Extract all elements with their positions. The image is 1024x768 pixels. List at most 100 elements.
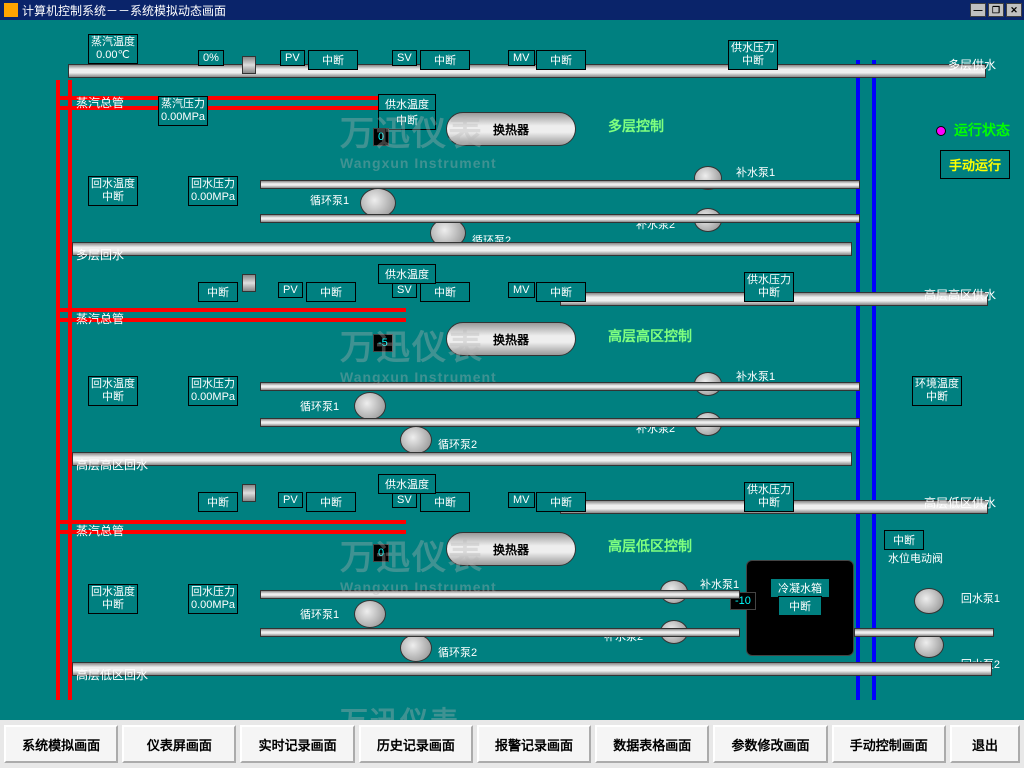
circ-pump-1-hh — [354, 392, 386, 420]
tag-sv-val: 中断 — [420, 50, 470, 70]
maximize-button[interactable]: ❐ — [988, 3, 1004, 17]
label-highhigh-return: 高层高区回水 — [76, 456, 148, 473]
pipe-red — [68, 80, 72, 700]
tag-sv-lbl: SV — [392, 492, 417, 508]
pump-label: 循环泵1 — [300, 398, 339, 414]
numeric-display: -5 — [373, 334, 393, 352]
run-status: 运行状态 — [936, 120, 1010, 140]
tag-return-temp: 回水温度 中断 — [88, 376, 138, 406]
tag-return-press: 回水压力 0.00MPa — [188, 584, 238, 614]
pump-label: 补水泵1 — [736, 164, 775, 180]
tag-mv-lbl: MV — [508, 492, 535, 508]
tag-sv-lbl: SV — [392, 282, 417, 298]
pipe-red — [56, 80, 60, 700]
btn-realtime-log[interactable]: 实时记录画面 — [240, 725, 354, 763]
valve — [242, 56, 256, 74]
valve — [242, 484, 256, 502]
watermark: 万迅仪表Wangxun Instrument — [340, 700, 497, 720]
tag-supply-temp-lbl: 供水温度 — [378, 264, 436, 284]
btn-system-sim[interactable]: 系统模拟画面 — [4, 725, 118, 763]
app-icon — [4, 3, 18, 17]
pipe-blue — [856, 60, 860, 700]
section-highhigh: 高层高区控制 — [608, 326, 692, 346]
pump-label: 循环泵2 — [438, 644, 477, 660]
tag-level-interrupt: 中断 — [884, 530, 924, 550]
pipe-thin — [260, 590, 740, 599]
tag-mv-val: 中断 — [536, 282, 586, 302]
heat-exchanger-multi: 换热器 — [446, 112, 576, 146]
scada-canvas: 蒸汽温度 0.00℃ 0% PV 中断 SV 中断 MV 中断 供水压力 中断 … — [0, 20, 1024, 720]
minimize-button[interactable]: — — [970, 3, 986, 17]
pipe-thin — [854, 628, 994, 637]
pipe-thin — [260, 628, 740, 637]
label-multi-supply: 多层供水 — [948, 56, 996, 73]
btn-exit[interactable]: 退出 — [950, 725, 1020, 763]
label-highhigh-supply: 高层高区供水 — [924, 286, 996, 303]
tag-supply-press: 供水压力 中断 — [744, 482, 794, 512]
tag-pv-val: 中断 — [306, 492, 356, 512]
tag-steam-press: 蒸汽压力 0.00MPa — [158, 96, 208, 126]
tag-percent: 0% — [198, 50, 224, 66]
label-multi-return: 多层回水 — [76, 246, 124, 263]
heat-exchanger-highhigh: 换热器 — [446, 322, 576, 356]
tag-pv-lbl: PV — [278, 492, 303, 508]
tag-return-press: 回水压力 0.00MPa — [188, 376, 238, 406]
tag-sv-val: 中断 — [420, 282, 470, 302]
pipe-thin — [260, 180, 860, 189]
tag-sv-lbl: SV — [392, 50, 417, 66]
tag-return-press: 回水压力 0.00MPa — [188, 176, 238, 206]
btn-manual-ctrl[interactable]: 手动控制画面 — [832, 725, 946, 763]
valve — [242, 274, 256, 292]
pipe-return-highhigh — [72, 452, 852, 466]
return-pump-1 — [914, 588, 944, 614]
pipe-supply-multi — [68, 64, 986, 78]
heat-exchanger-highlow: 换热器 — [446, 532, 576, 566]
tag-mv-lbl: MV — [508, 50, 535, 66]
titlebar: 计算机控制系统－－系统模拟动态画面 — ❐ ✕ — [0, 0, 1024, 20]
tag-mv-lbl: MV — [508, 282, 535, 298]
tag-supply-press: 供水压力 中断 — [744, 272, 794, 302]
pipe-thin — [260, 382, 860, 391]
close-button[interactable]: ✕ — [1006, 3, 1022, 17]
tag-supply-temp-lbl: 供水温度 — [378, 474, 436, 494]
tag-return-temp: 回水温度 中断 — [88, 584, 138, 614]
pipe-blue — [872, 60, 876, 700]
numeric-display: 0 — [373, 128, 389, 146]
circ-pump-2-hl — [400, 634, 432, 662]
circ-pump-1-hl — [354, 600, 386, 628]
label-level-valve: 水位电动阀 — [888, 550, 943, 566]
btn-history-log[interactable]: 历史记录画面 — [359, 725, 473, 763]
tag-steam-temp: 蒸汽温度 0.00℃ — [88, 34, 138, 64]
label-steam-main-1: 蒸汽总管 — [76, 94, 124, 111]
pipe-return-multi — [72, 242, 852, 256]
pump-label: 循环泵1 — [300, 606, 339, 622]
window-controls: — ❐ ✕ — [970, 3, 1024, 17]
label-steam-main-2: 蒸汽总管 — [76, 310, 124, 327]
label-highlow-return: 高层低区回水 — [76, 666, 148, 683]
btn-instrument[interactable]: 仪表屏画面 — [122, 725, 236, 763]
pump-label: 回水泵1 — [961, 590, 1000, 606]
btn-data-table[interactable]: 数据表格画面 — [595, 725, 709, 763]
tag-pv-val: 中断 — [308, 50, 358, 70]
pipe-thin — [260, 214, 860, 223]
window-title: 计算机控制系统－－系统模拟动态画面 — [22, 2, 226, 19]
tag-supply-temp-val: 中断 — [378, 110, 436, 130]
tank-val: 中断 — [778, 596, 822, 616]
btn-alarm-log[interactable]: 报警记录画面 — [477, 725, 591, 763]
pipe-return-highlow — [72, 662, 992, 676]
numeric-display: 0 — [373, 544, 389, 562]
pipe-thin — [260, 418, 860, 427]
tag-env-temp: 环境温度 中断 — [912, 376, 962, 406]
tag-mv-val: 中断 — [536, 50, 586, 70]
label-steam-main-3: 蒸汽总管 — [76, 522, 124, 539]
circ-pump-2-hh — [400, 426, 432, 454]
pump-label: 循环泵1 — [310, 192, 349, 208]
tag-pv-lbl: PV — [280, 50, 305, 66]
section-highlow: 高层低区控制 — [608, 536, 692, 556]
label-highlow-supply: 高层低区供水 — [924, 494, 996, 511]
pump-label: 循环泵2 — [438, 436, 477, 452]
bottom-toolbar: 系统模拟画面 仪表屏画面 实时记录画面 历史记录画面 报警记录画面 数据表格画面… — [0, 720, 1024, 768]
mode-button[interactable]: 手动运行 — [940, 150, 1010, 179]
status-indicator-icon — [936, 126, 946, 136]
btn-param-edit[interactable]: 参数修改画面 — [713, 725, 827, 763]
